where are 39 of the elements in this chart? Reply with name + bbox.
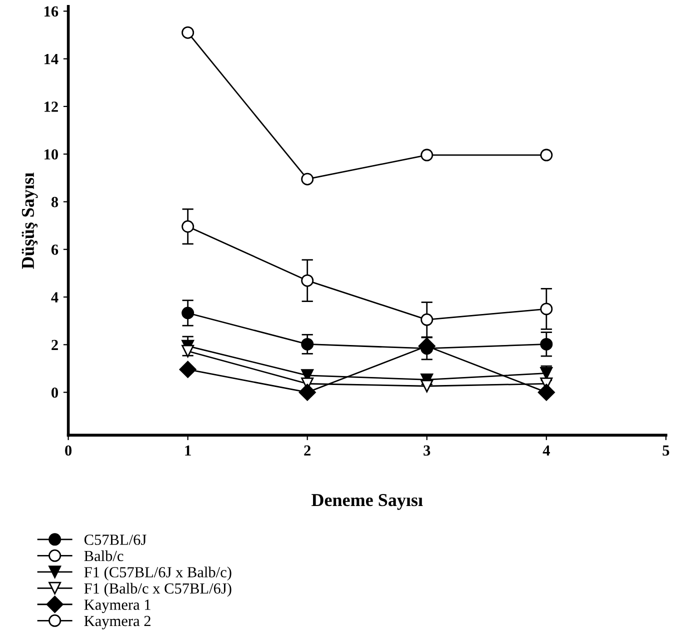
point	[540, 148, 553, 162]
legend-label: F1 (Balb/c x C57BL/6J)	[84, 582, 232, 597]
legend-label: Kaymera 1	[84, 600, 150, 614]
point	[301, 274, 314, 287]
x-tick-label: 4	[542, 445, 550, 456]
point	[182, 306, 194, 320]
y-tick-label: 2	[52, 340, 58, 350]
y-tick-label: 14	[44, 54, 58, 64]
point	[420, 148, 434, 162]
y-tick-label: 4	[51, 292, 58, 302]
y-tick-label: 16	[44, 6, 58, 17]
point	[540, 302, 553, 316]
point	[301, 338, 314, 350]
point	[538, 384, 555, 401]
x-tick-label: 3	[424, 445, 430, 456]
point	[298, 384, 316, 401]
point	[182, 220, 194, 233]
x-tick-label: 5	[662, 446, 670, 456]
x-tick-label: 1	[185, 445, 191, 456]
y-tick-label: 8	[51, 196, 58, 208]
y-tick-label: 0	[52, 387, 58, 398]
legend-label: Kaymera 2	[84, 616, 150, 630]
legend-label: C57BL/6J	[84, 534, 146, 545]
point	[540, 338, 553, 350]
point	[179, 360, 196, 378]
x-tick-label: 0	[65, 445, 72, 456]
x-tick-label: 2	[304, 445, 311, 456]
point	[182, 344, 194, 358]
y-axis-title: Düşüş Sayısı	[22, 172, 38, 269]
point	[301, 172, 314, 186]
y-tick-label: 10	[44, 149, 58, 160]
legend-label: Balb/c	[84, 550, 124, 562]
x-axis-title: Deneme Sayısı	[312, 494, 423, 510]
point	[420, 380, 434, 392]
legend-label: F1 (C57BL/6J x Balb/c)	[84, 566, 232, 580]
y-tick-label: 6	[51, 244, 58, 255]
y-tick-label: 12	[44, 102, 58, 112]
point	[420, 313, 434, 326]
point	[182, 26, 194, 39]
